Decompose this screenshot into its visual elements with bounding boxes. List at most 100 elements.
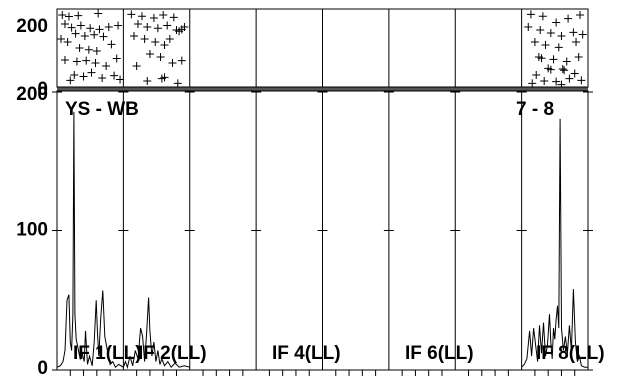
scatter-point bbox=[532, 71, 541, 79]
scatter-point bbox=[84, 45, 93, 54]
scatter-point bbox=[524, 23, 533, 31]
scatter-point bbox=[98, 74, 107, 82]
scatter-point bbox=[173, 79, 182, 88]
scatter-point bbox=[578, 30, 587, 39]
scatter-point bbox=[75, 44, 84, 52]
scatter-point bbox=[151, 38, 160, 46]
scatter-point bbox=[82, 56, 91, 65]
scatter-point bbox=[104, 23, 113, 31]
scatter-point bbox=[143, 23, 152, 31]
scatter-point bbox=[572, 38, 581, 46]
scatter-point bbox=[560, 66, 569, 75]
top-panel-frame bbox=[56, 8, 589, 88]
scatter-point bbox=[149, 14, 158, 22]
scatter-point bbox=[92, 47, 101, 55]
scatter-point bbox=[114, 21, 123, 30]
scatter-point bbox=[137, 12, 146, 21]
panel-label-if8: IF 8(LL) bbox=[536, 343, 605, 364]
scatter-point bbox=[132, 62, 141, 70]
scatter-point bbox=[71, 29, 80, 38]
scatter-point bbox=[156, 53, 165, 61]
main-panel-frame bbox=[56, 90, 589, 371]
scatter-point bbox=[133, 20, 142, 28]
scatter-point bbox=[530, 38, 539, 46]
scatter-point bbox=[116, 75, 125, 84]
panel-label-if2: IF 2(LL) bbox=[138, 343, 207, 364]
scatter-point bbox=[565, 74, 574, 83]
scatter-point bbox=[102, 62, 111, 70]
scatter-point bbox=[64, 12, 73, 21]
scatter-point bbox=[557, 32, 566, 40]
scatter-point bbox=[86, 24, 95, 33]
scatter-point bbox=[74, 11, 83, 20]
scatter-series bbox=[56, 9, 587, 89]
scatter-point bbox=[107, 40, 116, 49]
scatter-point bbox=[153, 24, 162, 33]
scatter-point bbox=[90, 30, 99, 39]
scatter-point bbox=[160, 73, 169, 82]
scatter-point bbox=[70, 71, 79, 79]
scatter-point bbox=[145, 50, 154, 58]
scatter-point bbox=[72, 57, 81, 66]
scatter-point bbox=[554, 43, 563, 52]
scatter-point bbox=[66, 76, 75, 85]
top-y-tick-label: 200 bbox=[16, 16, 48, 37]
scatter-point bbox=[564, 14, 573, 23]
scatter-point bbox=[526, 10, 535, 19]
scatter-point bbox=[99, 32, 108, 41]
scatter-point bbox=[552, 77, 561, 86]
scatter-point bbox=[546, 65, 555, 74]
scatter-point bbox=[169, 13, 178, 22]
scatter-point bbox=[574, 53, 583, 61]
scatter-point bbox=[76, 21, 85, 30]
panel-label-if6: IF 6(LL) bbox=[405, 343, 474, 364]
panel-label-if1: IF 1(LL) bbox=[73, 343, 142, 364]
scatter-point bbox=[129, 32, 138, 40]
scatter-point bbox=[558, 65, 567, 73]
scatter-point bbox=[63, 38, 72, 46]
top-y-tick-label: 0 bbox=[37, 79, 48, 100]
baseline-label-right: 7 - 8 bbox=[516, 99, 554, 120]
scatter-point bbox=[541, 41, 550, 49]
scatter-point bbox=[552, 18, 561, 27]
spectrum-series bbox=[56, 111, 588, 369]
scatter-point bbox=[569, 28, 578, 37]
scatter-point bbox=[160, 41, 169, 49]
scatter-point bbox=[94, 9, 103, 18]
scatter-point bbox=[143, 77, 152, 85]
scatter-point bbox=[80, 32, 89, 40]
baseline-label: YS - WB bbox=[65, 99, 139, 120]
main-y-tick-label: 200 bbox=[16, 84, 48, 105]
scatter-point bbox=[570, 69, 579, 78]
top-scatter-panel bbox=[56, 8, 589, 89]
panel-label-if4: IF 4(LL) bbox=[272, 343, 341, 364]
scatter-point bbox=[180, 23, 189, 31]
scatter-point bbox=[91, 59, 100, 67]
scatter-point bbox=[140, 35, 149, 43]
scatter-point bbox=[56, 35, 65, 43]
scatter-point bbox=[540, 77, 549, 85]
scatter-point bbox=[79, 72, 88, 81]
main-spectrum-panel bbox=[56, 87, 589, 371]
scatter-point bbox=[536, 26, 545, 34]
scatter-point bbox=[163, 21, 172, 30]
main-y-tick-label: 100 bbox=[16, 220, 48, 241]
scatter-point bbox=[528, 79, 537, 88]
scatter-point bbox=[127, 10, 136, 19]
spectrum-line bbox=[521, 118, 588, 368]
scatter-point bbox=[60, 20, 69, 28]
scatter-point bbox=[537, 54, 546, 63]
scatter-point bbox=[538, 12, 547, 21]
main-y-tick-label: 0 bbox=[37, 358, 48, 379]
spectrum-line bbox=[56, 111, 190, 369]
scatter-point bbox=[159, 11, 168, 19]
scatter-point bbox=[67, 23, 76, 32]
scatter-point bbox=[562, 57, 571, 66]
scatter-point bbox=[546, 29, 555, 37]
scatter-point bbox=[95, 25, 104, 34]
scatter-point bbox=[58, 11, 67, 19]
scatter-point bbox=[87, 68, 96, 77]
